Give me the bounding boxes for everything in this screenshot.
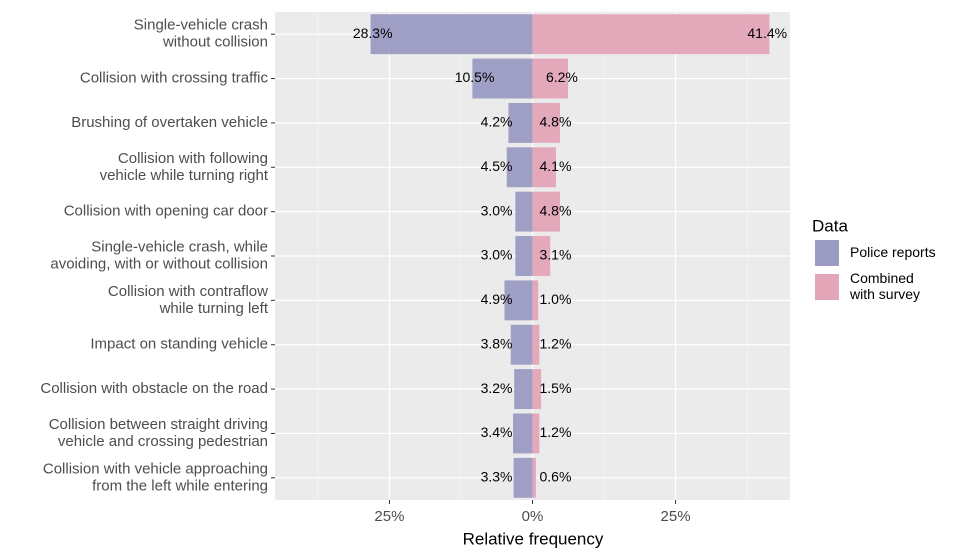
value-label: 3.0% [481,202,513,218]
value-label: 4.9% [481,291,513,307]
y-tick-label: Collision with obstacle on the road [40,380,268,397]
value-label: 3.0% [481,247,513,263]
legend-label: Police reports [850,244,936,260]
y-tick-label: Impact on standing vehicle [90,336,268,353]
bar [532,236,551,276]
legend-title: Data [812,216,848,235]
value-label: 1.2% [540,335,572,351]
value-label: 3.4% [481,424,513,440]
value-label: 3.3% [481,469,513,485]
value-label: 10.5% [455,69,495,85]
bar [532,324,540,365]
value-label: 28.3% [353,25,393,41]
bar [504,280,533,321]
y-tick-label: Single-vehicle crash without collision [134,17,268,51]
legend-key [815,240,839,266]
y-tick-label: Collision with contraflow while turning l… [108,283,269,317]
bar [506,147,533,188]
value-label: 1.2% [540,424,572,440]
legend-label: Combined with survey [849,270,920,302]
bar [532,58,568,99]
x-tick-label: 0% [522,508,544,525]
value-label: 4.5% [481,158,513,174]
bar [532,102,560,143]
y-tick-label: Collision with following vehicle while tu… [100,150,269,184]
bar [508,102,533,143]
value-label: 6.2% [546,69,578,85]
y-tick-label: Collision between straight driving vehicl… [49,416,268,450]
bar [510,324,533,365]
bar [532,369,542,410]
bar [472,58,533,99]
value-label: 0.6% [540,469,572,485]
y-tick-label: Collision with vehicle approaching from t… [43,460,268,494]
x-axis-label: Relative frequency [463,529,604,548]
value-label: 3.8% [481,335,513,351]
value-label: 4.8% [540,114,572,130]
bar [513,457,533,498]
bar [513,413,533,454]
value-label: 41.4% [747,25,787,41]
bar [370,14,533,55]
bar [515,191,533,232]
bar [532,413,540,454]
value-label: 4.1% [540,158,572,174]
value-label: 3.1% [540,247,572,263]
bar [532,14,770,55]
bar [532,191,560,232]
value-label: 1.5% [540,380,572,396]
bar [532,280,539,321]
x-tick-label: 25% [661,508,691,525]
legend-key [815,274,839,300]
bar [515,236,533,276]
y-tick-label: Single-vehicle crash, while avoiding, wit… [50,238,268,272]
value-label: 1.0% [540,291,572,307]
bar [514,369,533,410]
y-tick-label: Brushing of overtaken vehicle [71,114,268,131]
value-label: 4.2% [481,114,513,130]
value-label: 3.2% [481,380,513,396]
y-tick-label: Collision with crossing traffic [80,70,269,87]
bar [532,457,536,498]
x-tick-label: 25% [374,508,404,525]
bar [532,147,556,188]
value-label: 4.8% [540,202,572,218]
y-tick-label: Collision with opening car door [64,203,268,220]
